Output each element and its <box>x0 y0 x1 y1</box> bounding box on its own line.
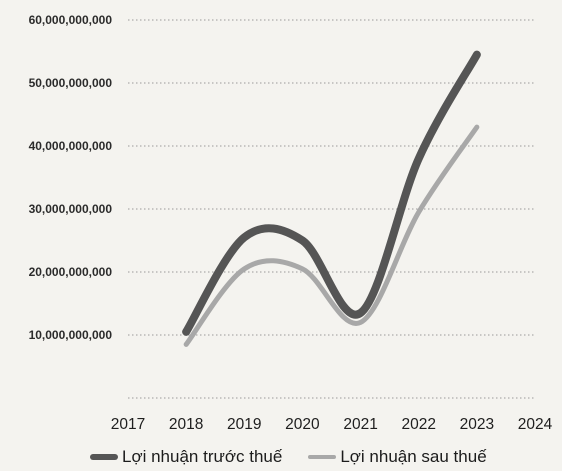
legend-item-after-tax: Lợi nhuận sau thuế <box>308 447 487 467</box>
legend-swatch-after-tax <box>308 455 337 459</box>
y-tick-label: 30,000,000,000 <box>29 202 113 216</box>
legend-swatch-before-tax <box>90 454 118 460</box>
line-chart: 10,000,000,000 20,000,000,000 30,000,000,0… <box>29 13 553 433</box>
x-tick-label: 2017 <box>111 416 145 433</box>
x-tick-label: 2022 <box>401 416 435 433</box>
series-line-before-tax <box>182 50 481 336</box>
legend-label-after-tax: Lợi nhuận sau thuế <box>340 447 487 466</box>
series-line-after-tax <box>183 124 480 347</box>
series-lines <box>182 50 481 347</box>
x-tick-label: 2018 <box>169 416 203 433</box>
legend: Lợi nhuận trước thuế Lợi nhuận sau thuế <box>90 447 487 467</box>
y-tick-label: 50,000,000,000 <box>29 76 113 90</box>
y-axis: 10,000,000,000 20,000,000,000 30,000,000,0… <box>29 13 113 342</box>
x-tick-label: 2020 <box>285 416 320 433</box>
x-axis: 2017 2018 2019 2020 2021 2022 2023 2024 <box>111 416 553 433</box>
y-tick-label: 10,000,000,000 <box>29 328 113 342</box>
y-tick-label: 60,000,000,000 <box>29 13 113 27</box>
x-tick-label: 2023 <box>460 416 494 433</box>
y-tick-label: 20,000,000,000 <box>29 265 113 279</box>
y-tick-label: 40,000,000,000 <box>29 139 113 153</box>
legend-item-before-tax: Lợi nhuận trước thuế <box>90 447 282 467</box>
x-tick-label: 2019 <box>227 416 261 433</box>
x-tick-label: 2024 <box>518 416 553 433</box>
legend-label-before-tax: Lợi nhuận trước thuế <box>122 447 283 466</box>
x-tick-label: 2021 <box>343 416 377 433</box>
